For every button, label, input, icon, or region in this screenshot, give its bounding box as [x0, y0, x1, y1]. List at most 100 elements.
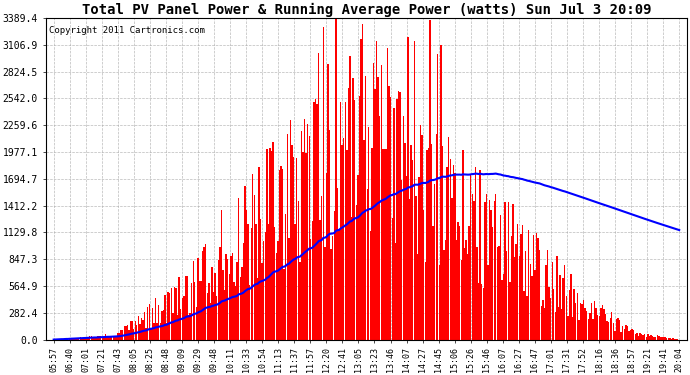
- Bar: [368, 127, 370, 340]
- Bar: [471, 194, 473, 340]
- Bar: [181, 298, 183, 340]
- Bar: [398, 91, 400, 340]
- Bar: [211, 267, 213, 340]
- Bar: [622, 326, 624, 340]
- Bar: [282, 170, 284, 340]
- Bar: [393, 108, 395, 340]
- Bar: [338, 230, 339, 340]
- Bar: [562, 278, 564, 340]
- Bar: [404, 143, 406, 340]
- Bar: [263, 241, 264, 340]
- Bar: [193, 261, 194, 340]
- Bar: [101, 337, 103, 340]
- Bar: [620, 332, 622, 340]
- Bar: [285, 214, 286, 340]
- Bar: [439, 265, 440, 340]
- Bar: [569, 290, 570, 340]
- Bar: [70, 338, 72, 340]
- Bar: [619, 320, 620, 340]
- Bar: [366, 189, 368, 340]
- Bar: [295, 224, 296, 340]
- Bar: [392, 218, 393, 340]
- Bar: [323, 27, 324, 340]
- Bar: [550, 298, 551, 340]
- Bar: [581, 304, 583, 340]
- Bar: [509, 282, 511, 340]
- Bar: [59, 339, 61, 340]
- Bar: [155, 298, 157, 340]
- Bar: [299, 262, 301, 340]
- Bar: [161, 311, 163, 340]
- Bar: [177, 315, 178, 340]
- Bar: [301, 131, 302, 340]
- Bar: [206, 292, 208, 340]
- Bar: [274, 226, 275, 340]
- Bar: [653, 337, 655, 340]
- Bar: [150, 328, 152, 340]
- Bar: [437, 54, 438, 340]
- Bar: [179, 277, 180, 340]
- Bar: [135, 321, 136, 340]
- Bar: [128, 330, 130, 340]
- Bar: [412, 160, 413, 340]
- Bar: [94, 337, 95, 340]
- Bar: [418, 177, 420, 340]
- Bar: [308, 136, 310, 340]
- Bar: [660, 337, 661, 340]
- Bar: [208, 283, 210, 340]
- Bar: [280, 166, 282, 340]
- Bar: [221, 210, 222, 340]
- Bar: [137, 316, 139, 340]
- Bar: [630, 330, 631, 340]
- Bar: [260, 219, 262, 340]
- Bar: [108, 338, 109, 340]
- Bar: [92, 337, 94, 340]
- Bar: [549, 287, 550, 340]
- Bar: [515, 244, 517, 340]
- Bar: [492, 227, 493, 340]
- Bar: [110, 336, 111, 340]
- Bar: [326, 172, 327, 340]
- Bar: [633, 330, 634, 340]
- Bar: [100, 336, 101, 340]
- Bar: [252, 174, 253, 340]
- Bar: [77, 338, 78, 340]
- Bar: [219, 247, 221, 340]
- Bar: [61, 339, 62, 340]
- Bar: [661, 337, 662, 340]
- Bar: [640, 333, 641, 340]
- Bar: [588, 320, 589, 340]
- Bar: [73, 338, 75, 340]
- Bar: [365, 76, 366, 340]
- Bar: [592, 319, 593, 340]
- Bar: [564, 265, 566, 340]
- Bar: [327, 64, 328, 340]
- Bar: [478, 283, 480, 340]
- Bar: [459, 226, 460, 340]
- Bar: [546, 250, 549, 340]
- Bar: [424, 262, 426, 340]
- Bar: [395, 243, 396, 340]
- Bar: [249, 285, 250, 340]
- Bar: [235, 286, 236, 340]
- Bar: [498, 246, 500, 340]
- Bar: [402, 116, 404, 340]
- Bar: [291, 145, 293, 340]
- Bar: [169, 293, 170, 340]
- Bar: [467, 254, 469, 340]
- Bar: [233, 282, 235, 340]
- Bar: [528, 231, 529, 340]
- Bar: [188, 315, 189, 340]
- Bar: [545, 265, 546, 340]
- Bar: [558, 308, 559, 340]
- Bar: [572, 316, 573, 340]
- Bar: [237, 262, 238, 340]
- Bar: [348, 88, 349, 340]
- Bar: [332, 236, 333, 340]
- Bar: [139, 324, 141, 340]
- Bar: [83, 338, 84, 340]
- Bar: [450, 159, 451, 340]
- Bar: [400, 92, 401, 340]
- Bar: [664, 337, 666, 340]
- Bar: [268, 224, 269, 340]
